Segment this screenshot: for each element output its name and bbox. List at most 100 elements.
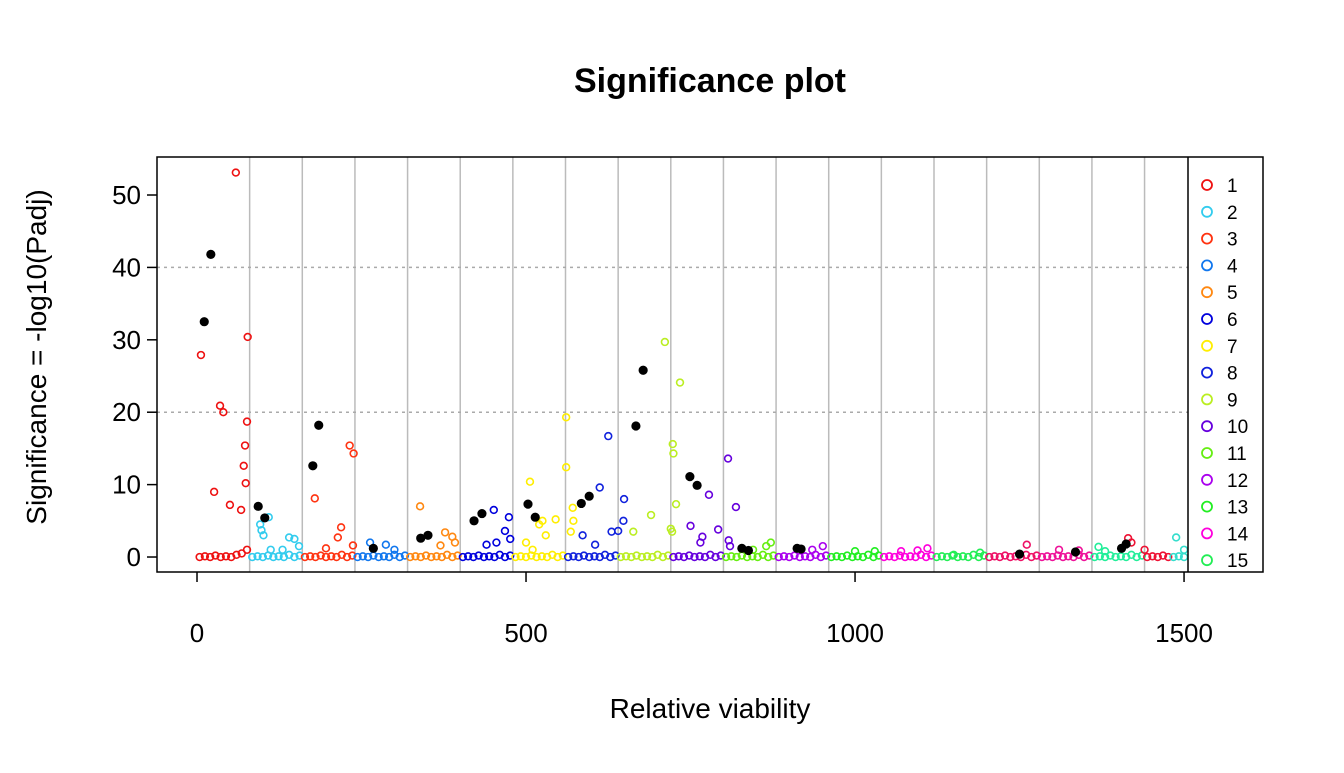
point <box>274 552 283 561</box>
point-highlighted <box>638 365 648 375</box>
point <box>646 510 656 520</box>
point <box>284 533 294 542</box>
point <box>215 401 225 410</box>
point <box>221 552 231 561</box>
point <box>1148 552 1157 561</box>
point <box>1048 552 1057 562</box>
point <box>675 378 685 387</box>
axes: 0 500 1000 1500 0 10 20 30 40 50 <box>112 180 1213 648</box>
legend-marker <box>1201 366 1213 379</box>
point <box>613 526 623 536</box>
point <box>1000 551 1010 560</box>
point <box>621 552 631 561</box>
point <box>1111 552 1120 562</box>
point <box>416 552 425 562</box>
point <box>1106 551 1115 560</box>
point <box>236 505 246 515</box>
point <box>563 552 573 562</box>
legend-label: 12 <box>1227 471 1248 492</box>
point <box>679 552 689 562</box>
legend-label: 3 <box>1227 230 1238 251</box>
point <box>240 441 250 450</box>
point <box>316 551 325 560</box>
x-tick-label: 1500 <box>1155 618 1213 648</box>
point <box>242 545 252 554</box>
legend-marker <box>1201 393 1213 406</box>
point <box>711 552 720 562</box>
point <box>400 551 410 560</box>
point <box>266 545 275 554</box>
point <box>595 483 604 492</box>
point <box>195 552 204 562</box>
point <box>532 552 541 562</box>
point <box>474 551 483 560</box>
legend-label: 14 <box>1227 524 1249 545</box>
point <box>896 547 906 556</box>
point <box>243 332 252 342</box>
legend-marker <box>1201 473 1213 486</box>
point <box>257 526 266 535</box>
point <box>421 551 431 560</box>
point <box>541 531 550 540</box>
point <box>1116 552 1126 561</box>
point <box>333 533 343 542</box>
point <box>469 552 478 562</box>
point <box>842 551 852 560</box>
point <box>927 551 936 560</box>
point <box>808 545 817 554</box>
point <box>579 551 589 560</box>
y-tick-label: 40 <box>112 252 141 282</box>
legend-marker <box>1201 500 1213 513</box>
point <box>553 552 562 562</box>
point <box>432 552 441 561</box>
point <box>774 552 783 562</box>
point <box>1022 540 1031 549</box>
point <box>1169 552 1178 562</box>
point <box>663 551 673 560</box>
point <box>348 541 358 550</box>
point <box>1079 552 1089 562</box>
point <box>578 531 587 540</box>
point <box>321 544 331 553</box>
point <box>629 527 638 536</box>
point <box>534 520 544 529</box>
point <box>732 552 741 562</box>
legend-marker <box>1201 232 1213 245</box>
point <box>637 552 647 562</box>
point <box>482 540 491 549</box>
point-highlighted <box>743 545 754 556</box>
point <box>800 552 810 561</box>
point <box>353 552 362 562</box>
point <box>427 552 436 562</box>
point <box>958 552 968 561</box>
point <box>832 552 841 561</box>
point <box>458 552 468 562</box>
point <box>232 550 241 560</box>
point <box>731 502 741 512</box>
point <box>584 552 594 562</box>
point <box>906 552 915 561</box>
point <box>667 527 677 536</box>
point <box>345 441 354 450</box>
point <box>669 552 678 562</box>
point-highlighted <box>631 421 641 431</box>
point <box>658 552 668 562</box>
legend-marker <box>1201 205 1213 218</box>
point <box>713 525 723 534</box>
point <box>311 552 320 562</box>
point <box>1090 552 1099 562</box>
point <box>1037 552 1047 562</box>
point <box>1095 552 1105 561</box>
point <box>239 461 248 470</box>
point-highlighted <box>1014 549 1025 559</box>
point <box>690 552 699 562</box>
point <box>479 552 489 562</box>
x-tick-label: 500 <box>504 618 547 648</box>
point <box>721 552 731 562</box>
point <box>895 551 904 560</box>
point <box>995 552 1005 562</box>
point <box>616 552 625 562</box>
point <box>885 552 894 561</box>
